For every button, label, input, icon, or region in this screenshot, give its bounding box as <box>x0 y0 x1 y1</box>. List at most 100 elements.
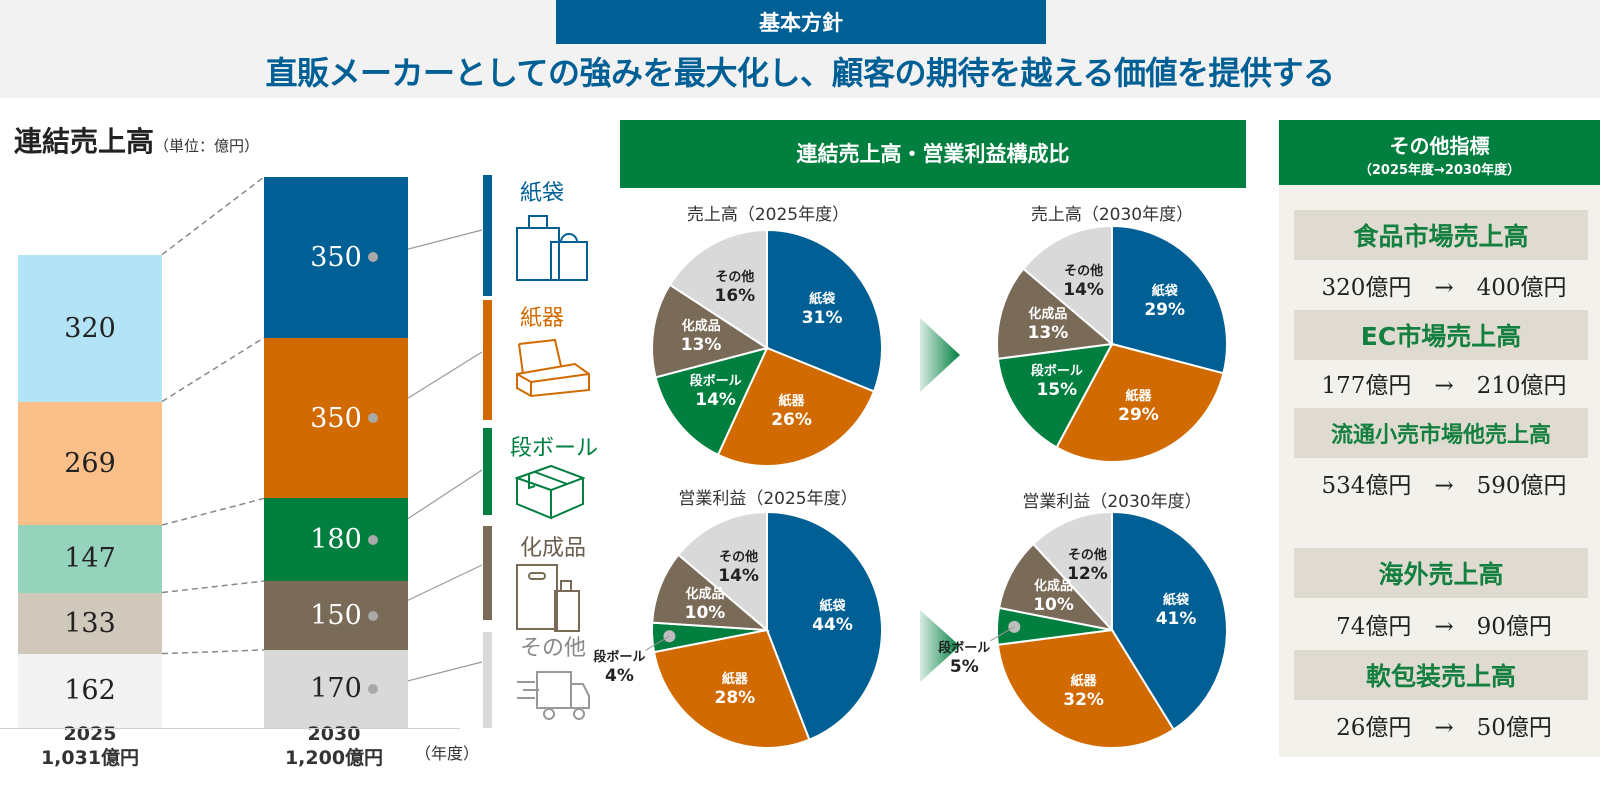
bar-segment-化成品-2025: 133 <box>18 592 162 654</box>
legend-color-bar <box>483 300 492 420</box>
legend-label: 段ボール <box>510 436 599 461</box>
bar-segment-紙器-2025: 269 <box>18 401 162 526</box>
kpi-item-value: 320億円 → 400億円 <box>1321 275 1567 301</box>
leader-dot <box>368 252 378 263</box>
pie-label-value: 5% <box>949 656 979 677</box>
pie-label: 紙袋 29% <box>1125 282 1205 320</box>
kpi-header: その他指標 （2025年度→2030年度） <box>1279 120 1600 188</box>
pie-title-profit-2025: 営業利益（2025年度） <box>678 489 858 509</box>
pie-slice-その他 <box>668 228 768 350</box>
kpi-item-title: 海外売上高 <box>1294 548 1588 598</box>
pie-title-sales-2030: 売上高（2030年度） <box>1030 205 1194 225</box>
bar-segment-段ボール-2025: 147 <box>18 525 162 593</box>
year-unit-label: （年度） <box>415 744 480 763</box>
leader-dot <box>368 610 378 621</box>
pie-label-value: 29% <box>1144 300 1186 321</box>
kpi-item-title: 流通小売市場他売上高 <box>1294 408 1588 458</box>
pie-charts <box>645 224 1228 749</box>
policy-tag: 基本方針 <box>556 0 1046 44</box>
legend-label: その他 <box>520 636 587 661</box>
legend-label: 化成品 <box>520 536 587 561</box>
pie-label-name: 段ボール <box>938 640 991 656</box>
pie-label-value: 29% <box>1118 404 1159 425</box>
pie-slice-段ボール <box>996 342 1114 449</box>
pie-label: その他 16% <box>695 268 775 306</box>
leader-dot <box>368 413 378 424</box>
pie-label-name: 紙器 <box>721 671 748 687</box>
pie-slice-紙袋 <box>766 228 883 393</box>
pie-label-value: 31% <box>801 307 843 328</box>
pie-label-value: 10% <box>1033 595 1074 616</box>
pie-slice-紙袋 <box>766 510 883 742</box>
sales-title-text: 連結売上高 <box>14 125 155 158</box>
pie-slice-化成品 <box>651 283 770 379</box>
pie-label-value: 13% <box>1027 322 1069 343</box>
pie-slice-化成品 <box>997 542 1115 632</box>
pie-label: 段ボール 14% <box>676 372 756 410</box>
pie-label-name: 化成品 <box>1034 579 1074 595</box>
kpi-item-value: 26億円 → 50億円 <box>1336 715 1552 741</box>
bar-segment-その他-2025: 162 <box>18 653 162 728</box>
pie-label: 紙器 29% <box>1098 387 1178 425</box>
pie-slice-紙袋 <box>1111 224 1228 375</box>
pie-label: 紙器 32% <box>1044 672 1124 710</box>
pie-label-name: 紙袋 <box>1151 284 1178 300</box>
pie-slice-その他 <box>677 510 768 633</box>
pie-label: 化成品 10% <box>1014 577 1094 615</box>
legend-label: 紙袋 <box>520 181 565 206</box>
pie-label-name: 化成品 <box>1028 306 1068 322</box>
paper-box-icon <box>515 338 591 402</box>
pie-label-name: 段ボール <box>593 650 646 666</box>
pie-label-value: 26% <box>771 409 812 430</box>
pie-label-name: その他 <box>715 270 755 286</box>
page-headline: 直販メーカーとしての強みを最大化し、顧客の期待を越える価値を提供する <box>265 54 1335 92</box>
pie-label-name: その他 <box>1067 548 1107 564</box>
pie-label-name: その他 <box>1064 264 1104 280</box>
cardboard-box-icon <box>513 462 586 526</box>
bar-segment-その他-2030: 170 <box>264 649 408 728</box>
pie-label-name: 紙器 <box>1125 388 1152 404</box>
kpi-item-title: 軟包装売上高 <box>1294 650 1588 700</box>
pie-label: 化成品 13% <box>1008 305 1088 343</box>
pie-label-name: 化成品 <box>681 319 721 335</box>
pie-label-value: 12% <box>1067 564 1108 585</box>
legend-color-bar <box>483 526 492 620</box>
pie-label: 紙袋 44% <box>793 597 873 635</box>
pie-label-name: 段ボール <box>689 373 742 389</box>
pie-slice-その他 <box>1031 510 1113 633</box>
bar-segment-紙袋-2030: 350 <box>264 177 408 338</box>
leader-dot <box>368 683 378 694</box>
pie-label-value: 14% <box>1063 280 1104 301</box>
pie-slice-紙器 <box>652 628 811 749</box>
pie-label: その他 12% <box>1047 546 1127 584</box>
pie-slice-紙器 <box>716 346 876 467</box>
pie-title-profit-2030: 営業利益（2030年度） <box>1022 492 1202 512</box>
pie-label-name: 紙器 <box>778 393 805 409</box>
pie-label-name: その他 <box>719 550 759 566</box>
pie-label-name: 化成品 <box>685 586 725 602</box>
pie-label-name: 紙器 <box>1070 673 1097 689</box>
pie-label: 段ボール 4% <box>579 648 659 686</box>
bar-segment-化成品-2030: 150 <box>264 581 408 650</box>
kpi-title: その他指標 <box>1389 134 1490 158</box>
bar-segment-段ボール-2030: 180 <box>264 498 408 582</box>
pie-slice-紙器 <box>1055 342 1225 463</box>
pie-label-value: 4% <box>605 666 634 687</box>
pie-label-value: 44% <box>812 615 853 636</box>
pie-label-value: 10% <box>684 602 726 623</box>
kpi-item-value: 534億円 → 590億円 <box>1321 473 1567 499</box>
pie-label: 段ボール 5% <box>924 639 1004 677</box>
pie-label-name: 紙袋 <box>809 291 836 307</box>
kpi-item-title: EC市場売上高 <box>1294 310 1588 360</box>
total-2025: 1,031億円 <box>40 747 140 769</box>
pie-slice-その他 <box>1021 224 1113 347</box>
pie-slice-化成品 <box>996 267 1115 360</box>
legend-color-bar <box>483 175 492 296</box>
total-2030: 1,200億円 <box>284 747 384 769</box>
pie-label: 紙袋 41% <box>1136 591 1216 629</box>
bar-segment-紙器-2030: 350 <box>264 337 408 499</box>
pie-label: 紙器 28% <box>695 670 775 708</box>
pie-label-name: 紙袋 <box>819 599 846 615</box>
pie-label-value: 15% <box>1036 380 1078 401</box>
pie-label: その他 14% <box>1044 262 1124 300</box>
